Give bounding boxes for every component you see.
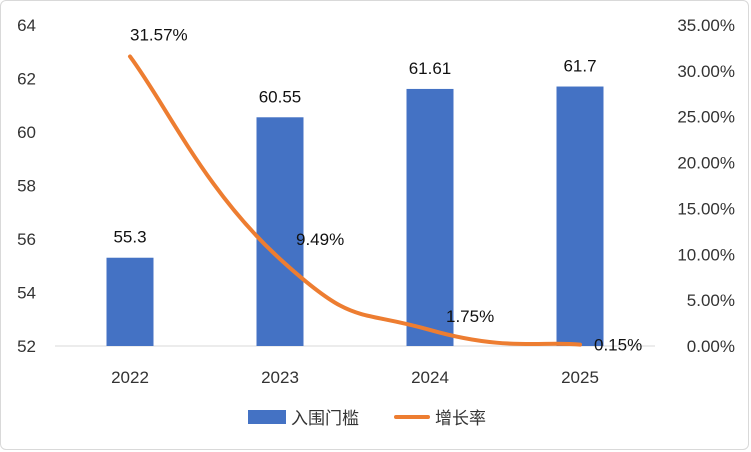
x-tick-label: 2022 [111, 368, 149, 387]
left-tick-label: 60 [17, 123, 36, 142]
bars: 55.3 60.55 61.61 61.7 [106, 57, 604, 347]
right-tick-label: 15.00% [677, 199, 735, 218]
bar-data-label: 61.61 [409, 59, 452, 78]
left-tick-label: 64 [17, 16, 36, 35]
growth-line: 31.57% 9.49% 1.75% 0.15% [128, 25, 642, 355]
right-axis-ticks: 0.00% 5.00% 10.00% 15.00% 20.00% 25.00% 30.00%… [677, 16, 735, 356]
left-tick-label: 56 [17, 230, 36, 249]
legend-label-bar: 入围门槛 [291, 409, 359, 428]
right-tick-label: 5.00% [687, 291, 735, 310]
x-axis-ticks: 2022 2023 2024 2025 [111, 368, 599, 387]
line-data-label: 1.75% [446, 307, 494, 326]
right-tick-label: 30.00% [677, 62, 735, 81]
x-tick-label: 2024 [411, 368, 449, 387]
right-tick-label: 0.00% [687, 337, 735, 356]
bar [406, 88, 454, 347]
left-tick-label: 54 [17, 284, 36, 303]
legend-label-line: 增长率 [435, 409, 486, 428]
right-tick-label: 10.00% [677, 245, 735, 264]
bar-data-label: 61.7 [563, 57, 596, 76]
right-tick-label: 25.00% [677, 108, 735, 127]
line-data-label: 0.15% [594, 336, 642, 355]
bar [106, 257, 154, 346]
left-axis-ticks: 52 54 56 58 60 62 64 [17, 16, 36, 356]
left-tick-label: 52 [17, 337, 36, 356]
line-data-label: 9.49% [296, 230, 344, 249]
bar [556, 86, 604, 347]
growth-line-path [128, 54, 582, 347]
line-data-label: 31.57% [130, 25, 188, 44]
x-tick-label: 2025 [561, 368, 599, 387]
right-tick-label: 35.00% [677, 16, 735, 35]
bar-data-label: 60.55 [259, 87, 302, 106]
legend: 入围门槛 增长率 [248, 409, 486, 428]
legend-swatch-bar [248, 410, 286, 424]
bar-data-label: 55.3 [113, 228, 146, 247]
x-tick-label: 2023 [261, 368, 299, 387]
right-tick-label: 20.00% [677, 154, 735, 173]
left-tick-label: 58 [17, 177, 36, 196]
bar [256, 117, 304, 346]
left-tick-label: 62 [17, 70, 36, 89]
